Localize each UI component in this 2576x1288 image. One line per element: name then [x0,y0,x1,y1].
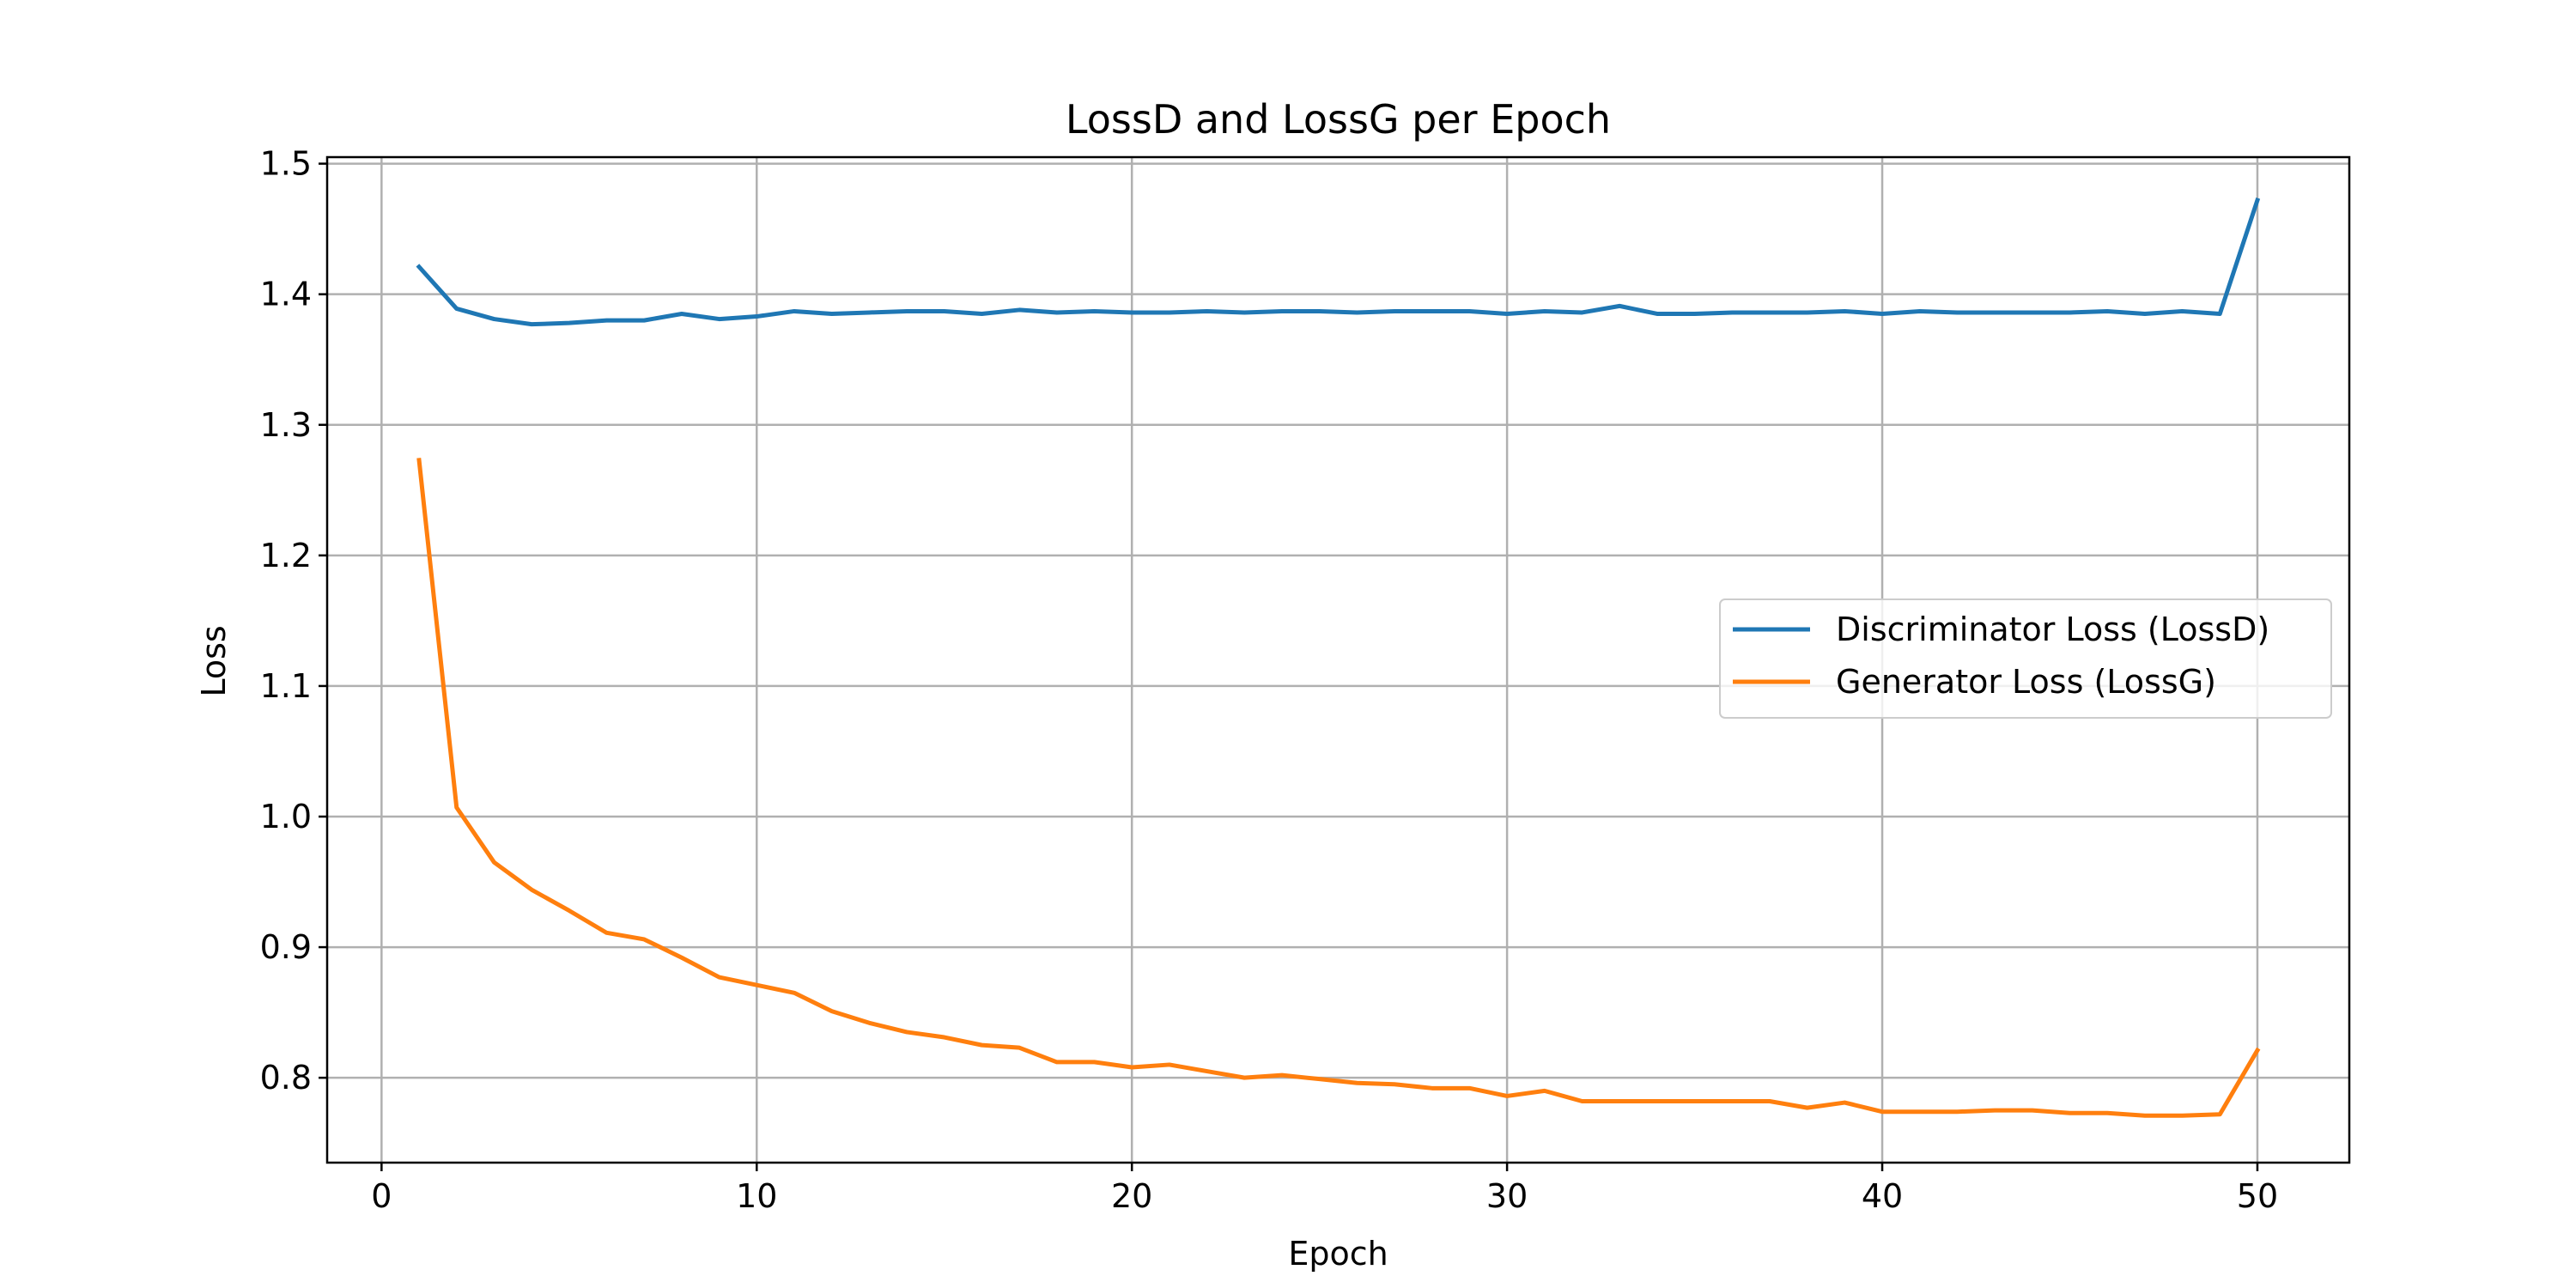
x-tick-label: 10 [736,1177,777,1215]
plot-area-frame [325,155,2351,1164]
y-tick-label: 0.9 [260,928,312,966]
y-tick-label: 1.4 [260,276,312,313]
y-axis-label: Loss [195,625,233,696]
legend: Discriminator Loss (LossD) Generator Los… [1719,598,2332,719]
axis-ticks: 0 10 20 30 40 50 0.8 0.9 1.0 1.1 1.2 1.3 1.4 1.5 [260,145,2279,1215]
y-tick-label: 1.1 [260,667,312,705]
y-tick-label: 1.2 [260,537,312,574]
series-line-lossd [416,197,2261,327]
legend-label-lossd: Discriminator Loss (LossD) [1836,611,2269,648]
y-tick-label: 1.5 [260,145,312,183]
chart-title: LossD and LossG per Epoch [1066,96,1611,143]
legend-label-lossg: Generator Loss (LossG) [1836,663,2216,701]
x-axis-label: Epoch [1288,1235,1388,1273]
y-tick-label: 1.0 [260,798,312,835]
x-tick-label: 20 [1111,1177,1152,1215]
legend-box [1719,598,2332,719]
x-tick-label: 30 [1486,1177,1528,1215]
x-tick-label: 40 [1862,1177,1903,1215]
x-tick-label: 50 [2237,1177,2278,1215]
x-tick-label: 0 [371,1177,392,1215]
data-series [416,197,2261,1118]
series-line-lossg [416,458,2261,1118]
y-tick-label: 0.8 [260,1059,312,1097]
y-tick-label: 1.3 [260,406,312,444]
